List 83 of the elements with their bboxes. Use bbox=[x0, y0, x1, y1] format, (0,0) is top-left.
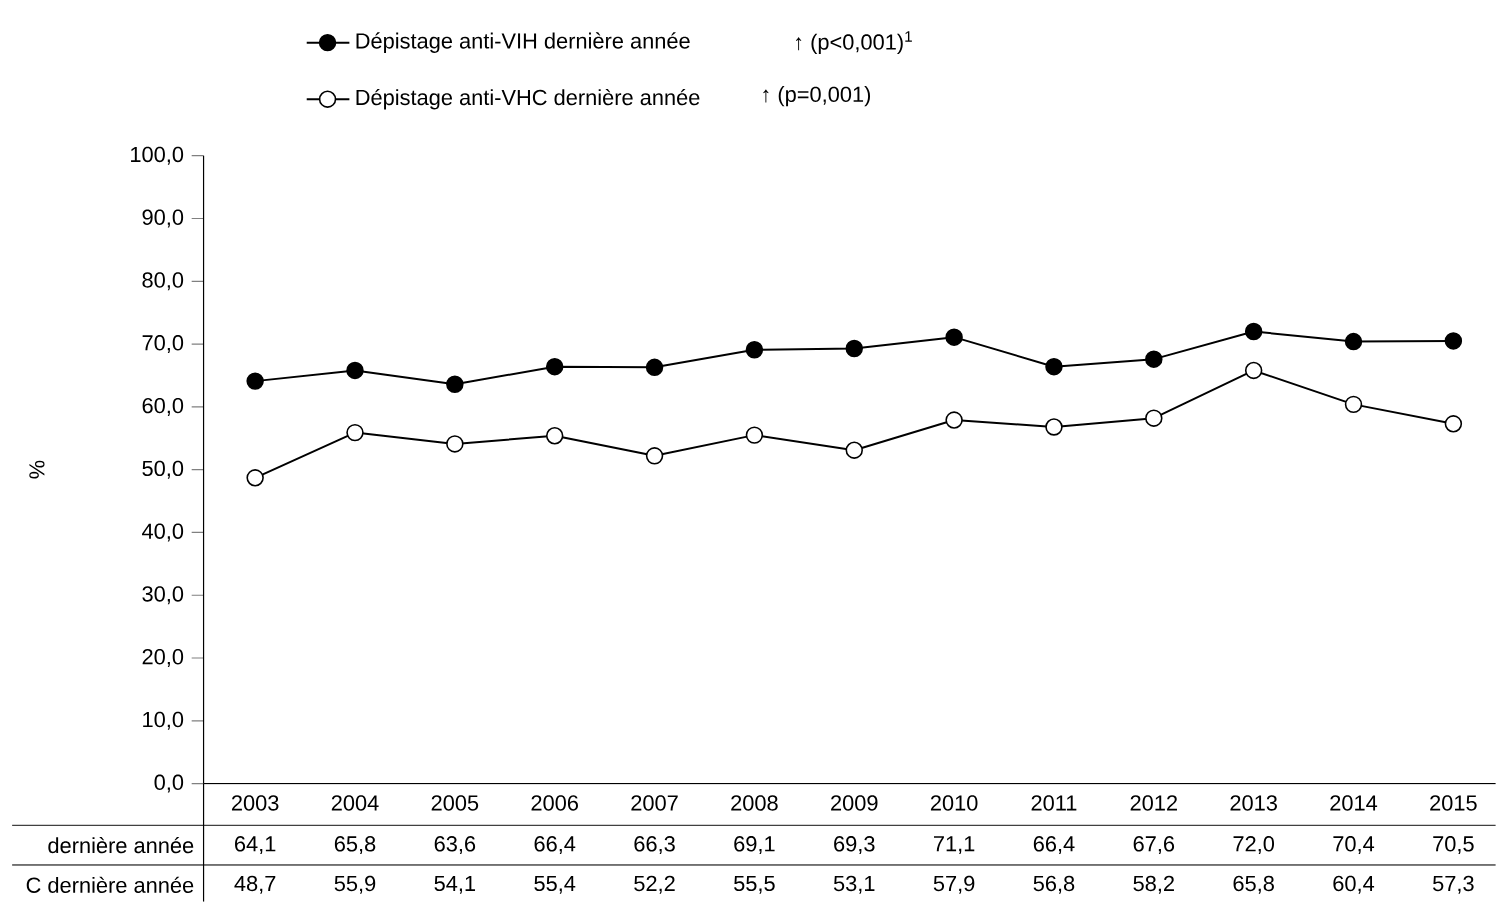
x-tick-label: 2003 bbox=[231, 795, 279, 811]
data-label: 66,4 bbox=[534, 836, 576, 855]
data-label: 55,5 bbox=[734, 876, 775, 894]
point bbox=[945, 328, 963, 347]
y-tick-label: 10,0 bbox=[143, 712, 184, 731]
point bbox=[845, 441, 863, 460]
data-label: 66,3 bbox=[634, 836, 675, 855]
point bbox=[446, 435, 464, 453]
y-tick-label: 60,0 bbox=[142, 398, 184, 417]
x-tick-label: 2010 bbox=[930, 795, 978, 811]
point bbox=[1344, 333, 1363, 351]
data-label: 69,1 bbox=[734, 836, 775, 855]
point bbox=[1444, 415, 1463, 433]
text: C dernière année bbox=[26, 876, 194, 894]
data-label: 69,3 bbox=[834, 836, 875, 855]
y-tick-label: 30,0 bbox=[142, 586, 184, 605]
y-tick-label: 50,0 bbox=[142, 460, 184, 479]
data-label: 71,1 bbox=[933, 836, 975, 855]
data-label: 57,9 bbox=[933, 875, 975, 894]
text: dernière année bbox=[48, 837, 194, 854]
point bbox=[1244, 361, 1263, 380]
legend-label: Dépistage anti-VHC dernière année bbox=[356, 89, 700, 110]
data-label: 65,8 bbox=[1233, 875, 1274, 894]
data-label: 53,1 bbox=[833, 875, 875, 894]
point bbox=[945, 411, 963, 429]
x-tick-label: 2005 bbox=[431, 795, 479, 811]
data-label: 72,0 bbox=[1233, 836, 1275, 855]
y-tick-label: 100,0 bbox=[131, 146, 184, 165]
data-label: 55,4 bbox=[534, 876, 576, 894]
y-tick-label: 20,0 bbox=[142, 649, 184, 668]
point bbox=[246, 372, 264, 391]
x-tick-label: 2007 bbox=[631, 795, 678, 811]
x-tick-label: 2012 bbox=[1130, 795, 1177, 811]
point bbox=[1344, 395, 1363, 414]
point bbox=[346, 424, 364, 442]
data-label: 52,2 bbox=[634, 875, 675, 894]
x-tick-label: 2013 bbox=[1230, 795, 1277, 811]
data-label: 70,4 bbox=[1333, 836, 1375, 855]
y-tick-label: 80,0 bbox=[142, 272, 184, 291]
point bbox=[1045, 418, 1063, 436]
data-label: 55,9 bbox=[334, 875, 376, 894]
data-label: 70,5 bbox=[1433, 836, 1474, 855]
x-tick-label: 2014 bbox=[1330, 795, 1378, 811]
point bbox=[446, 375, 464, 394]
data-label: 54,1 bbox=[434, 876, 476, 894]
point bbox=[1045, 358, 1063, 376]
y-tick-label: 70,0 bbox=[142, 335, 184, 354]
point bbox=[745, 426, 764, 445]
point bbox=[645, 358, 664, 377]
point bbox=[346, 361, 364, 380]
x-tick-label: 2004 bbox=[331, 795, 379, 811]
data-label: 58,2 bbox=[1133, 875, 1174, 894]
data-label: 63,6 bbox=[434, 836, 476, 855]
y-tick-label: 0,0 bbox=[154, 774, 184, 793]
point bbox=[545, 358, 564, 376]
data-label: 56,8 bbox=[1033, 875, 1075, 894]
data-label: 67,6 bbox=[1133, 836, 1175, 855]
point bbox=[545, 427, 564, 445]
x-tick-label: 2011 bbox=[1031, 795, 1077, 811]
point bbox=[745, 341, 764, 359]
data-label: 65,8 bbox=[334, 836, 376, 855]
text: ↑ (p<0,001)$^{1}$ bbox=[796, 31, 912, 55]
x-tick-label: 2015 bbox=[1430, 795, 1477, 811]
data-label: 60,4 bbox=[1333, 875, 1375, 894]
legend-label: Dépistage anti-VIH dernière année bbox=[356, 32, 690, 54]
data-label: 57,3 bbox=[1433, 875, 1474, 894]
y-tick-label: 40,0 bbox=[142, 523, 184, 542]
data-label: 66,4 bbox=[1033, 836, 1075, 855]
point bbox=[645, 447, 664, 465]
x-tick-label: 2006 bbox=[531, 795, 578, 811]
point bbox=[1145, 350, 1163, 369]
y-tick-label: 90,0 bbox=[142, 209, 184, 228]
text: ↑ (p=0,001) bbox=[763, 86, 871, 107]
point bbox=[1444, 332, 1463, 350]
point bbox=[246, 469, 264, 487]
data-label: 64,1 bbox=[235, 836, 276, 855]
point bbox=[1145, 409, 1163, 428]
y-axis-title: % bbox=[29, 460, 45, 479]
point bbox=[845, 339, 863, 358]
x-tick-label: 2009 bbox=[831, 795, 878, 811]
data-label: 48,7 bbox=[234, 875, 276, 894]
x-tick-label: 2008 bbox=[731, 795, 778, 811]
point bbox=[1244, 322, 1263, 341]
